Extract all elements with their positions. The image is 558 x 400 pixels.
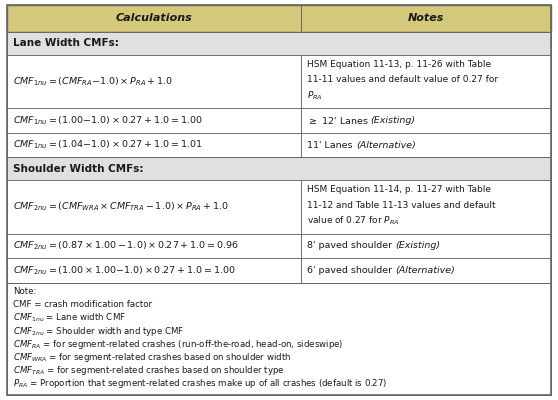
Text: $CMF_{1nu}=(1.04{-}1.0)\times 0.27+1.0=1.01$: $CMF_{1nu}=(1.04{-}1.0)\times 0.27+1.0=1…	[13, 139, 203, 151]
Text: (Existing): (Existing)	[396, 242, 441, 250]
Text: $CMF_{WRA}$ = for segment-related crashes based on shoulder width: $CMF_{WRA}$ = for segment-related crashe…	[13, 351, 292, 364]
Text: $CMF_{2nu}=(1.00\times 1.00{-}1.0)\times 0.27+1.0=1.00$: $CMF_{2nu}=(1.00\times 1.00{-}1.0)\times…	[13, 264, 236, 277]
Bar	[7, 32, 551, 54]
Text: 8' paved shoulder: 8' paved shoulder	[307, 242, 396, 250]
Bar	[301, 258, 551, 282]
Text: $CMF_{1nu}=(1.00{-}1.0)\times 0.27+1.0=1.00$: $CMF_{1nu}=(1.00{-}1.0)\times 0.27+1.0=1…	[13, 114, 203, 127]
Text: $CMF_{RA}$ = for segment-related crashes (run-off-the-road, head-on, sideswipe): $CMF_{RA}$ = for segment-related crashes…	[13, 338, 344, 351]
Text: (Alternative): (Alternative)	[396, 266, 455, 275]
Text: $CMF_{2nu}=(CMF_{WRA}\times CMF_{TRA}-1.0)\times P_{RA}+1.0$: $CMF_{2nu}=(CMF_{WRA}\times CMF_{TRA}-1.…	[13, 200, 229, 213]
Text: Lane Width CMFs:: Lane Width CMFs:	[13, 38, 119, 48]
Text: HSM Equation 11-13, p. 11-26 with Table: HSM Equation 11-13, p. 11-26 with Table	[307, 60, 492, 69]
Text: 11' Lanes: 11' Lanes	[307, 140, 356, 150]
Text: 6' paved shoulder: 6' paved shoulder	[307, 266, 396, 275]
Bar	[7, 157, 551, 180]
Bar	[301, 108, 551, 133]
Bar	[301, 54, 551, 108]
Text: HSM Equation 11-14, p. 11-27 with Table: HSM Equation 11-14, p. 11-27 with Table	[307, 186, 492, 194]
Bar	[7, 133, 301, 157]
Text: $CMF_{2nu}$ = Shoulder width and type CMF: $CMF_{2nu}$ = Shoulder width and type CM…	[13, 324, 185, 338]
Text: 11-12 and Table 11-13 values and default: 11-12 and Table 11-13 values and default	[307, 201, 496, 210]
Bar	[7, 108, 301, 133]
Text: $P_{RA}$ = Proportion that segment-related crashes make up of all crashes (defau: $P_{RA}$ = Proportion that segment-relat…	[13, 377, 388, 390]
Text: $CMF_{1nu}$ = Lane width CMF: $CMF_{1nu}$ = Lane width CMF	[13, 312, 126, 324]
Text: Note:: Note:	[13, 287, 37, 296]
Text: value of 0.27 for $P_{RA}$: value of 0.27 for $P_{RA}$	[307, 214, 400, 227]
Bar	[7, 5, 551, 32]
Text: CMF = crash modification factor: CMF = crash modification factor	[13, 300, 152, 309]
Text: (Alternative): (Alternative)	[356, 140, 416, 150]
Text: 11-11 values and default value of 0.27 for: 11-11 values and default value of 0.27 f…	[307, 76, 499, 84]
Bar	[7, 258, 301, 282]
Text: $CMF_{1nu}=(CMF_{RA}{-1.0})\times P_{RA}+1.0$: $CMF_{1nu}=(CMF_{RA}{-1.0})\times P_{RA}…	[13, 75, 174, 88]
Bar	[301, 133, 551, 157]
Bar	[301, 180, 551, 234]
Text: Notes: Notes	[408, 14, 444, 24]
Text: $CMF_{TRA}$ = for segment-related crashes based on shoulder type: $CMF_{TRA}$ = for segment-related crashe…	[13, 364, 285, 377]
Bar	[7, 234, 301, 258]
Bar	[7, 54, 301, 108]
Bar	[7, 282, 551, 395]
Text: (Existing): (Existing)	[370, 116, 415, 125]
Bar	[7, 180, 301, 234]
Text: Calculations: Calculations	[116, 14, 192, 24]
Text: $P_{RA}$: $P_{RA}$	[307, 89, 323, 102]
Bar	[301, 234, 551, 258]
Text: $\geq$ 12' Lanes: $\geq$ 12' Lanes	[307, 115, 370, 126]
Text: $CMF_{2nu}=(0.87\times 1.00-1.0)\times 0.27+1.0=0.96$: $CMF_{2nu}=(0.87\times 1.00-1.0)\times 0…	[13, 240, 239, 252]
Text: Shoulder Width CMFs:: Shoulder Width CMFs:	[13, 164, 144, 174]
